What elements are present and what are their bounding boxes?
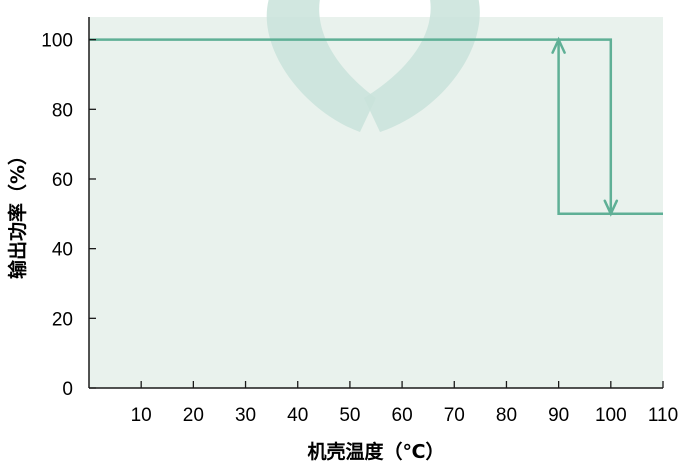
y-tick-label: 20 [52,309,73,330]
x-tick-label: 100 [595,405,627,426]
y-tick-label: 80 [52,100,73,121]
y-tick-label: 40 [52,240,73,261]
x-tick-label: 60 [392,405,413,426]
x-tick-label: 30 [235,405,256,426]
x-tick-label: 20 [183,405,204,426]
y-ticks: 0 20 40 60 80 100 [41,31,96,400]
series-arrowhead-2 [551,36,566,54]
heart-logo-icon [266,0,480,132]
x-tick-label: 50 [339,405,360,426]
x-tick-label: 10 [131,405,152,426]
y-tick-label: 0 [62,379,73,400]
x-tick-label: 40 [287,405,308,426]
series-layer [89,36,663,217]
series-line-1 [89,38,613,214]
x-tick-label: 90 [548,405,569,426]
y-tick-label: 100 [41,31,73,52]
y-axis-title: 输出功率（%） [6,146,29,279]
x-tick-label: 70 [444,405,465,426]
series-line-2 [557,39,663,216]
plot-background [89,17,663,388]
y-tick-label: 60 [52,170,73,191]
x-tick-label: 80 [496,405,517,426]
x-tick-label: 110 [648,405,678,426]
x-axis-title: 机壳温度（℃） [307,440,444,463]
x-ticks: 10 20 30 40 50 60 70 80 90 100 110 [131,381,678,426]
